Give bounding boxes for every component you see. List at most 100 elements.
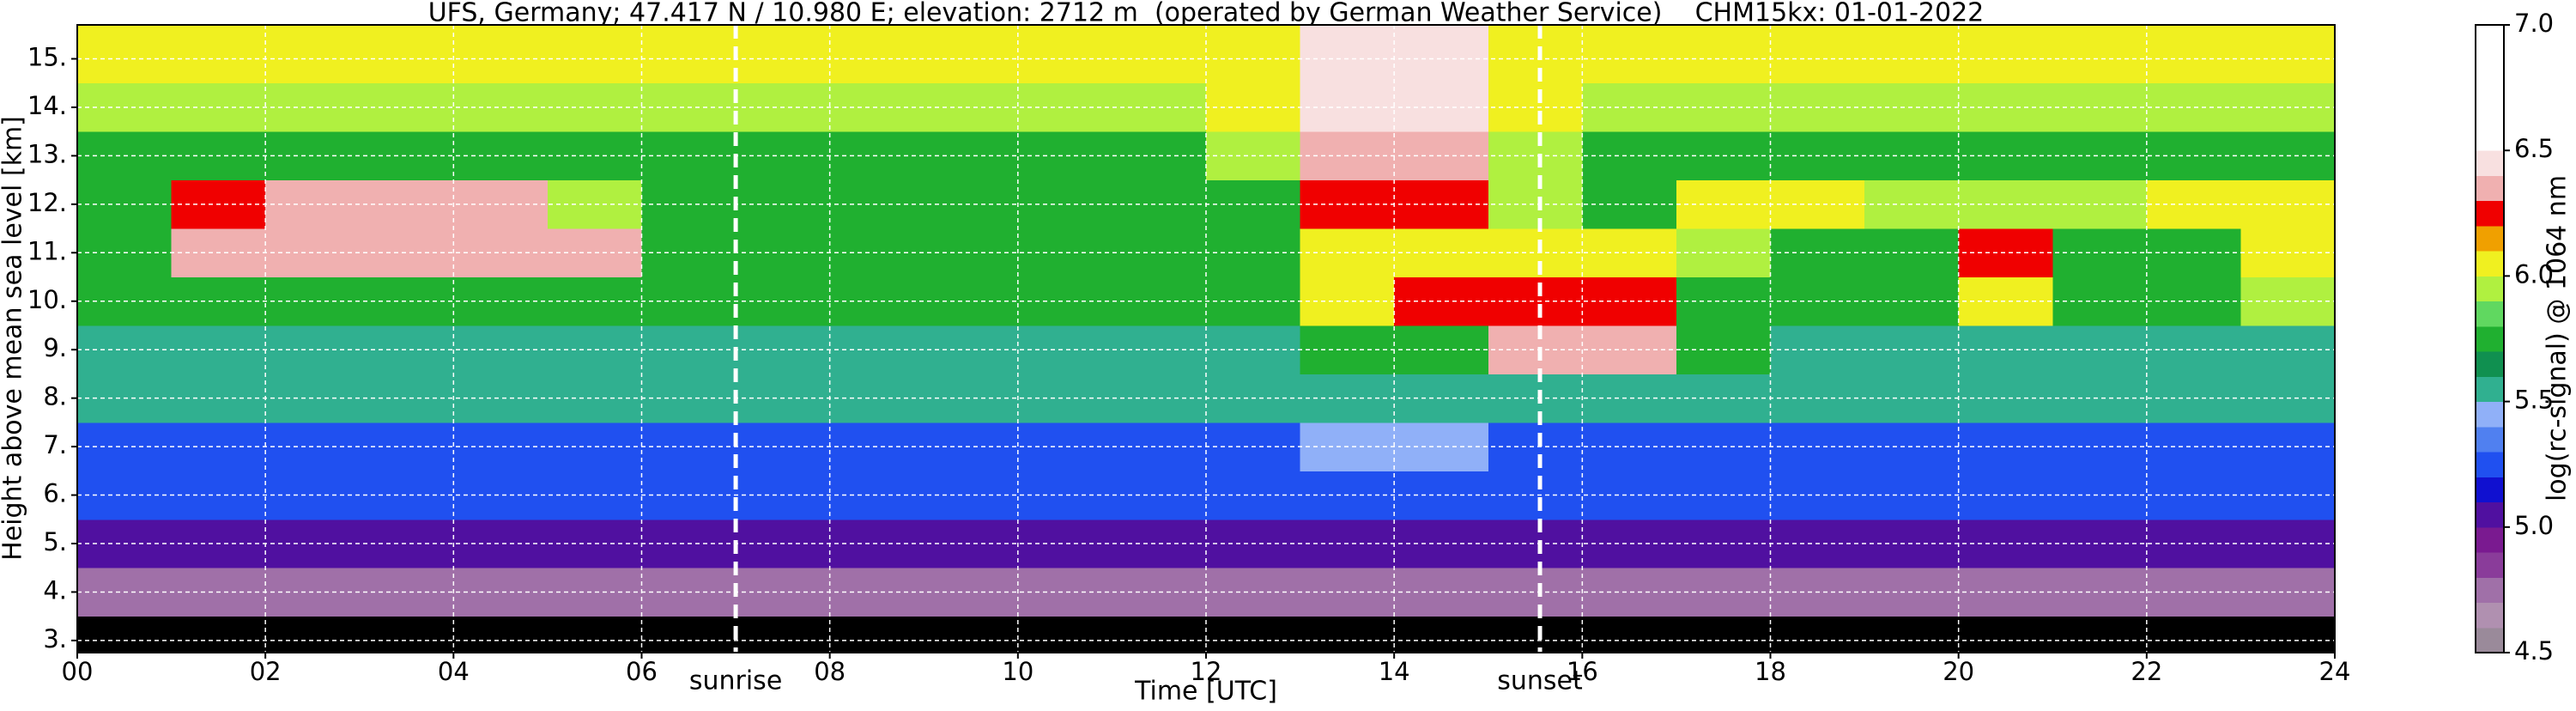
colorbar-segment [2476, 452, 2504, 477]
heatmap-cell [1676, 25, 1771, 35]
heatmap-cell [1958, 422, 2053, 471]
y-tick-label: 3. [43, 624, 67, 653]
heatmap-cell [1958, 374, 2053, 423]
colorbar-segment [2476, 426, 2504, 453]
heatmap-cell [453, 25, 549, 35]
heatmap-cell [171, 25, 266, 35]
heatmap-cell [641, 616, 736, 653]
y-tick-label: 15. [27, 43, 67, 72]
x-tick-label: 18 [1755, 657, 1786, 686]
x-tick-label: 14 [1379, 657, 1410, 686]
heatmap-cell [2240, 616, 2336, 653]
y-tick-label: 9. [43, 333, 67, 362]
x-tick-label: 02 [250, 657, 282, 686]
y-tick-label: 8. [43, 382, 67, 411]
heatmap-cell [1017, 276, 1112, 326]
heatmap-cell [1770, 25, 1865, 35]
colorbar-segment [2476, 401, 2504, 428]
heatmap-cell [1112, 25, 1207, 35]
heatmap-cell [547, 25, 642, 35]
x-tick-label: 08 [814, 657, 846, 686]
x-tick-label: 22 [2131, 657, 2162, 686]
heatmap-cell [924, 228, 1019, 278]
heatmap-cell [2052, 568, 2148, 617]
heatmap-cell [829, 616, 924, 653]
heatmap-cell [1394, 616, 1489, 653]
heatmap-cell [1488, 131, 1583, 181]
heatmap-cell [1206, 616, 1301, 653]
y-tick-label: 10. [27, 285, 67, 314]
colorbar-tick-label: 5.5 [2514, 386, 2554, 415]
colorbar-segment [2476, 301, 2504, 327]
heatmap-cell [736, 616, 831, 653]
heatmap-cell [1017, 374, 1112, 423]
heatmap-cell [77, 25, 173, 35]
heatmap-cell [453, 422, 549, 471]
heatmap-cell [265, 25, 361, 35]
heatmap-cell [1488, 325, 1583, 374]
heatmap-cell [2052, 228, 2148, 278]
heatmap-cell [2052, 276, 2148, 326]
heatmap-cell [1017, 34, 1112, 84]
heatmap-cell [1017, 25, 1112, 35]
heatmap-cell [1488, 179, 1583, 229]
heatmap-cell [2052, 471, 2148, 520]
heatmap-cell [1488, 82, 1583, 132]
heatmap-cell [1488, 374, 1583, 423]
heatmap-cell [924, 34, 1019, 84]
colorbar-frame [2475, 24, 2505, 653]
heatmap-cell [2052, 422, 2148, 471]
x-tick-label: 00 [62, 657, 94, 686]
colorbar-segment [2476, 477, 2504, 503]
colorbar-segment [2476, 175, 2504, 202]
heatmap-cell [924, 325, 1019, 374]
heatmap-cell [924, 25, 1019, 35]
x-tick-label: 10 [1002, 657, 1033, 686]
heatmap-cell [453, 82, 549, 132]
heatmap-cell [2240, 25, 2336, 35]
colorbar-tick-label: 7.0 [2514, 9, 2554, 38]
heatmap-cell [1488, 228, 1583, 278]
colorbar-label: log(rc-signal) @ 1064 nm [2543, 175, 2573, 501]
heatmap-cell [1958, 131, 2053, 181]
x-axis-label: Time [UTC] [1134, 677, 1277, 707]
plot-frame [76, 24, 2336, 653]
heatmap-cell [453, 568, 549, 617]
heatmap-cell [77, 616, 173, 653]
colorbar-tick-label: 5.0 [2514, 511, 2554, 540]
heatmap-cell [359, 82, 454, 132]
heatmap-cell [736, 25, 831, 35]
heatmap-cell [1017, 422, 1112, 471]
heatmap-cell [1017, 82, 1112, 132]
colorbar-segment [2476, 100, 2504, 126]
heatmap-cell [1488, 25, 1583, 35]
heatmap-cell [1017, 228, 1112, 278]
heatmap-cell [1958, 34, 2053, 84]
heatmap-cell [2052, 82, 2148, 132]
heatmap-cell [2052, 325, 2148, 374]
x-tick-label: 04 [438, 657, 470, 686]
heatmap-cell [1958, 82, 2053, 132]
colorbar-segment [2476, 50, 2504, 76]
y-tick-label: 7. [43, 430, 67, 459]
heatmap-cell [2146, 25, 2241, 35]
heatmap-cell [453, 325, 549, 374]
colorbar-segment [2476, 25, 2504, 51]
heatmap-cell [1488, 616, 1583, 653]
heatmap-cell [1017, 131, 1112, 181]
heatmap-cell [2052, 131, 2148, 181]
colorbar-segment [2476, 251, 2504, 276]
heatmap-cell [1017, 519, 1112, 568]
heatmap-cell [359, 325, 454, 374]
colorbar-segment [2476, 627, 2504, 653]
y-tick-label: 5. [43, 527, 67, 556]
heatmap-cell [359, 228, 454, 278]
colorbar-segment [2476, 602, 2504, 629]
heatmap-cell [359, 471, 454, 520]
heatmap-cell [453, 471, 549, 520]
heatmap-cell [1206, 25, 1301, 35]
heatmap-cell [1017, 325, 1112, 374]
heatmap-cell [1394, 25, 1489, 35]
